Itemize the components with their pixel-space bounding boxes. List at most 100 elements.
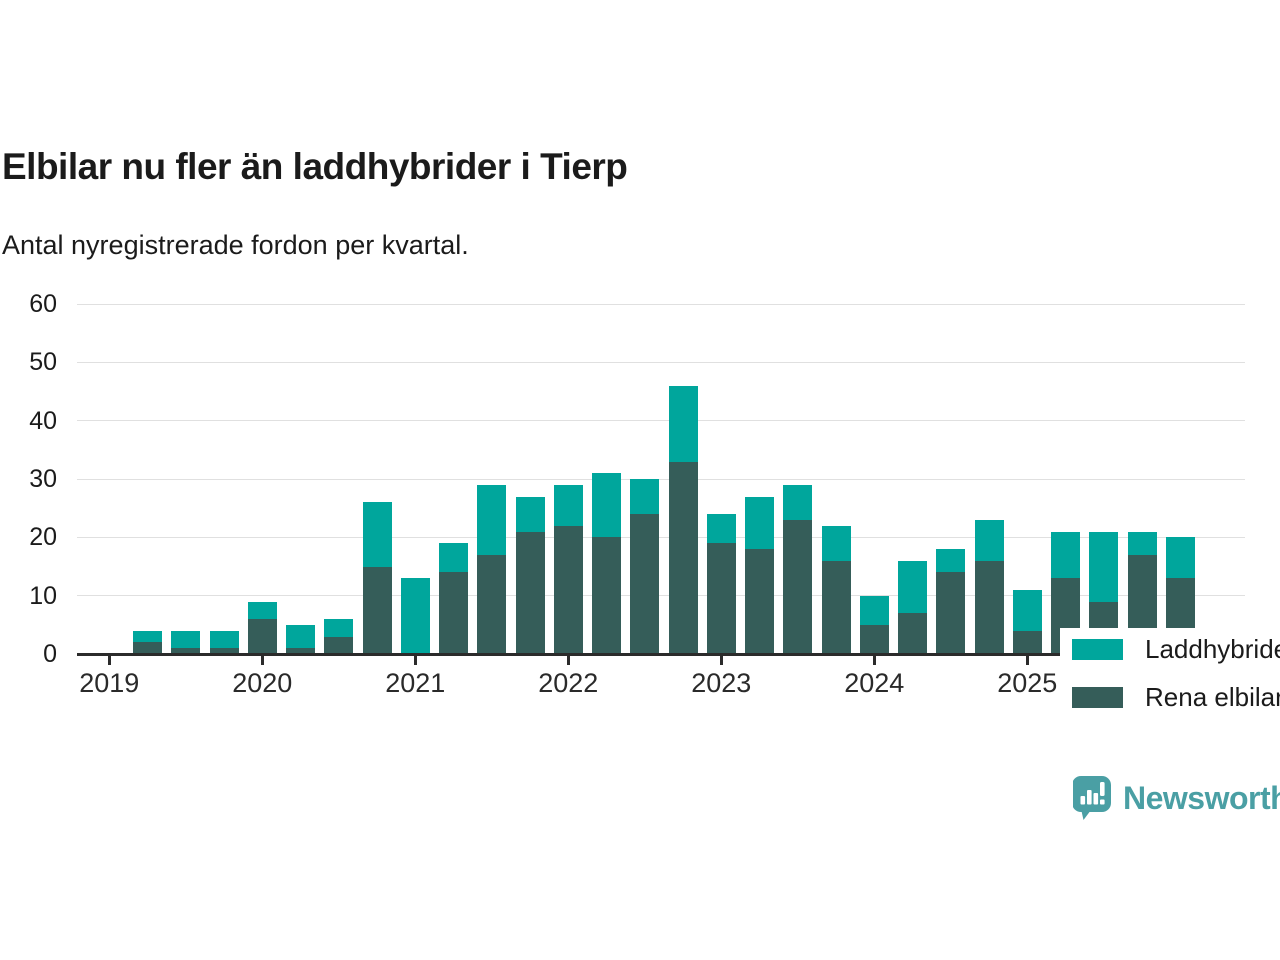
- bar-segment-laddhybrider: [898, 560, 928, 614]
- x-tick-2022: [566, 656, 570, 665]
- bar-segment-rena-elbilar: [821, 560, 851, 654]
- gridline-30: [77, 478, 1245, 480]
- bar-segment-rena-elbilar: [706, 543, 736, 654]
- bar-2022-K2: [592, 473, 622, 654]
- bar-segment-rena-elbilar: [745, 549, 775, 654]
- bar-segment-laddhybrider: [668, 385, 698, 462]
- bar-segment-laddhybrider: [247, 601, 277, 619]
- legend-row-laddhybrider: Laddhybrider: [1072, 634, 1280, 665]
- bar-segment-laddhybrider: [1127, 531, 1157, 555]
- legend-label-laddhybrider: Laddhybrider: [1145, 634, 1280, 664]
- bar-segment-rena-elbilar: [1012, 630, 1042, 654]
- bar-segment-rena-elbilar: [477, 554, 507, 654]
- bar-segment-rena-elbilar: [553, 525, 583, 654]
- bar-2021-K4: [515, 496, 545, 654]
- gridline-60: [77, 303, 1245, 305]
- bar-segment-laddhybrider: [745, 496, 775, 549]
- bar-segment-laddhybrider: [515, 496, 545, 532]
- x-axis-label: 2023: [691, 668, 752, 698]
- x-tick-2025: [1025, 656, 1029, 665]
- bar-segment-laddhybrider: [630, 479, 660, 514]
- bar-segment-rena-elbilar: [859, 624, 889, 654]
- bar-segment-laddhybrider: [477, 484, 507, 555]
- x-tick-2023: [719, 656, 723, 665]
- chart-title: Elbilar nu fler än laddhybrider i Tierp: [2, 146, 628, 187]
- x-tick-2021: [413, 656, 417, 665]
- bar-2023-K2: [745, 496, 775, 654]
- bar-segment-laddhybrider: [1012, 589, 1042, 631]
- x-axis-label: 2021: [385, 668, 446, 698]
- bar-segment-rena-elbilar: [209, 648, 239, 654]
- y-axis-label: 10: [29, 581, 57, 610]
- bar-2021-K2: [439, 543, 469, 654]
- y-axis-label: 0: [43, 640, 57, 668]
- bar-2023-K4: [821, 525, 851, 654]
- y-axis-label: 60: [29, 290, 57, 318]
- bar-segment-rena-elbilar: [324, 636, 354, 654]
- bar-segment-laddhybrider: [974, 519, 1004, 561]
- bar-2019-K2: [133, 630, 163, 654]
- y-axis: 0 10 20 30 40 50 60: [0, 291, 57, 667]
- bar-2022-K1: [553, 484, 583, 654]
- x-tick-2019: [107, 656, 111, 665]
- y-axis-label: 30: [29, 465, 57, 493]
- bar-segment-rena-elbilar: [974, 560, 1004, 654]
- newsworthy-logo-icon: [1073, 776, 1111, 820]
- x-axis-label: 2019: [79, 668, 140, 698]
- bar-segment-laddhybrider: [1051, 531, 1081, 579]
- bar-2019-K4: [209, 630, 239, 654]
- y-axis-label: 50: [29, 348, 57, 377]
- bar-segment-rena-elbilar: [898, 613, 928, 654]
- bar-segment-laddhybrider: [324, 619, 354, 637]
- bar-2022-K3: [630, 479, 660, 654]
- bar-2020-K2: [286, 624, 316, 654]
- plot-area: Laddhybrider Rena elbilar: [77, 303, 1280, 719]
- bar-segment-rena-elbilar: [439, 572, 469, 654]
- legend-swatch-laddhybrider: [1072, 639, 1123, 660]
- bar-2024-K4: [974, 519, 1004, 654]
- bar-segment-rena-elbilar: [783, 519, 813, 654]
- bar-segment-laddhybrider: [553, 484, 583, 526]
- bar-segment-laddhybrider: [706, 514, 736, 544]
- bar-segment-rena-elbilar: [668, 461, 698, 654]
- bar-segment-laddhybrider: [859, 595, 889, 625]
- bar-segment-laddhybrider: [209, 630, 239, 649]
- bar-segment-rena-elbilar: [592, 537, 622, 654]
- bar-2022-K4: [668, 385, 698, 654]
- gridline-50: [77, 361, 1245, 363]
- bar-2020-K1: [247, 601, 277, 654]
- bar-2024-K3: [936, 549, 966, 654]
- bar-segment-laddhybrider: [171, 630, 201, 649]
- legend: Laddhybrider Rena elbilar: [1060, 628, 1280, 719]
- bar-segment-laddhybrider: [592, 473, 622, 538]
- gridline-20: [77, 536, 1245, 538]
- legend-label-rena-elbilar: Rena elbilar: [1145, 682, 1280, 712]
- bar-segment-rena-elbilar: [286, 648, 316, 654]
- chart-subtitle: Antal nyregistrerade fordon per kvartal.: [2, 230, 469, 260]
- bar-2020-K4: [362, 502, 392, 654]
- bar-2020-K3: [324, 619, 354, 654]
- gridline-10: [77, 595, 1245, 597]
- bar-segment-rena-elbilar: [247, 619, 277, 654]
- y-axis-label: 20: [29, 523, 57, 552]
- bar-2023-K1: [706, 514, 736, 654]
- bar-segment-rena-elbilar: [171, 648, 201, 654]
- bar-segment-laddhybrider: [1089, 531, 1119, 602]
- x-axis-label: 2024: [844, 668, 905, 698]
- bar-2025-K1: [1012, 589, 1042, 654]
- bar-segment-rena-elbilar: [362, 566, 392, 654]
- bar-segment-laddhybrider: [400, 578, 430, 654]
- bar-segment-laddhybrider: [133, 630, 163, 643]
- bar-segment-laddhybrider: [439, 543, 469, 573]
- bar-segment-rena-elbilar: [515, 531, 545, 654]
- bar-2024-K2: [898, 560, 928, 654]
- bar-segment-laddhybrider: [286, 624, 316, 649]
- brand-name: Newsworthy: [1123, 780, 1280, 816]
- x-tick-2020: [260, 656, 264, 665]
- bar-2019-K3: [171, 630, 201, 654]
- bar-segment-laddhybrider: [783, 484, 813, 520]
- bar-segment-rena-elbilar: [630, 514, 660, 654]
- legend-swatch-rena-elbilar: [1072, 687, 1123, 708]
- bar-segment-laddhybrider: [1165, 537, 1195, 579]
